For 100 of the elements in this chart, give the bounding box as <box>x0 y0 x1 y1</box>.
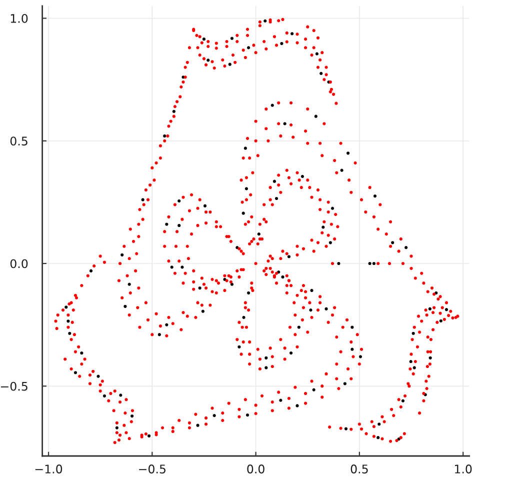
x-tick-label: −0.5 <box>139 464 166 474</box>
point <box>312 388 316 392</box>
point <box>330 222 334 226</box>
point <box>230 282 234 286</box>
point <box>115 421 118 424</box>
point <box>80 284 84 288</box>
point <box>244 187 248 190</box>
point <box>167 215 170 218</box>
point <box>204 210 208 214</box>
point <box>117 438 121 442</box>
point <box>124 398 128 402</box>
point <box>178 224 181 228</box>
point <box>281 275 284 279</box>
point <box>202 282 206 286</box>
point <box>72 333 76 336</box>
point <box>306 178 310 182</box>
point <box>174 244 178 248</box>
point <box>316 188 320 192</box>
point <box>173 203 177 206</box>
point <box>72 308 75 312</box>
point <box>310 288 314 292</box>
point <box>260 237 264 241</box>
point <box>326 210 330 214</box>
point <box>248 362 252 366</box>
point <box>264 356 268 360</box>
point <box>180 218 184 221</box>
point <box>324 307 328 310</box>
point <box>306 330 310 334</box>
point <box>254 262 258 266</box>
x-tick-label: 0.5 <box>350 464 368 474</box>
point <box>298 178 301 182</box>
point <box>167 259 170 263</box>
point <box>268 254 272 258</box>
point <box>294 313 297 317</box>
point <box>444 308 448 312</box>
point <box>228 62 232 66</box>
x-tick-label: 0.0 <box>247 464 264 474</box>
point <box>294 333 297 336</box>
point <box>236 338 239 342</box>
point <box>258 367 262 370</box>
point <box>219 225 222 228</box>
point <box>216 282 220 285</box>
point <box>340 168 344 172</box>
x-tick-label: −1.0 <box>35 464 62 474</box>
point <box>100 380 104 383</box>
point <box>163 134 166 138</box>
point <box>124 304 127 308</box>
point <box>289 351 293 355</box>
point <box>277 174 280 177</box>
point <box>163 230 166 234</box>
point <box>333 237 336 241</box>
point <box>98 389 102 393</box>
point <box>264 19 267 23</box>
point <box>287 176 291 180</box>
point <box>203 204 207 208</box>
point <box>178 199 181 203</box>
point <box>246 291 250 294</box>
point <box>373 194 377 198</box>
point <box>64 358 67 361</box>
point <box>244 146 247 150</box>
point <box>300 174 304 178</box>
point <box>246 308 250 312</box>
point <box>88 382 92 386</box>
point <box>74 350 78 354</box>
point <box>212 414 216 418</box>
point <box>346 152 350 155</box>
point <box>270 355 274 358</box>
point <box>288 326 292 329</box>
point <box>358 355 362 358</box>
point <box>206 58 210 62</box>
point <box>309 308 312 312</box>
point <box>404 246 408 250</box>
point <box>186 257 190 260</box>
point <box>250 282 254 285</box>
point <box>120 253 124 256</box>
point <box>112 409 116 412</box>
point <box>318 208 322 212</box>
point <box>368 262 372 266</box>
point <box>300 288 303 292</box>
point <box>268 346 272 350</box>
point <box>300 186 303 190</box>
point <box>214 225 218 228</box>
point <box>350 326 354 329</box>
point <box>89 269 93 272</box>
point <box>378 422 381 426</box>
point <box>66 326 70 329</box>
point <box>274 196 278 200</box>
point <box>296 294 299 297</box>
point <box>66 320 70 323</box>
point <box>242 340 245 344</box>
point <box>192 269 196 272</box>
point <box>296 244 299 248</box>
y-tick-label: 1.0 <box>10 14 28 23</box>
point <box>268 186 272 190</box>
point <box>200 276 204 280</box>
point <box>283 358 286 361</box>
point <box>210 278 214 281</box>
point <box>246 413 250 417</box>
point <box>170 266 174 269</box>
point <box>70 367 73 370</box>
